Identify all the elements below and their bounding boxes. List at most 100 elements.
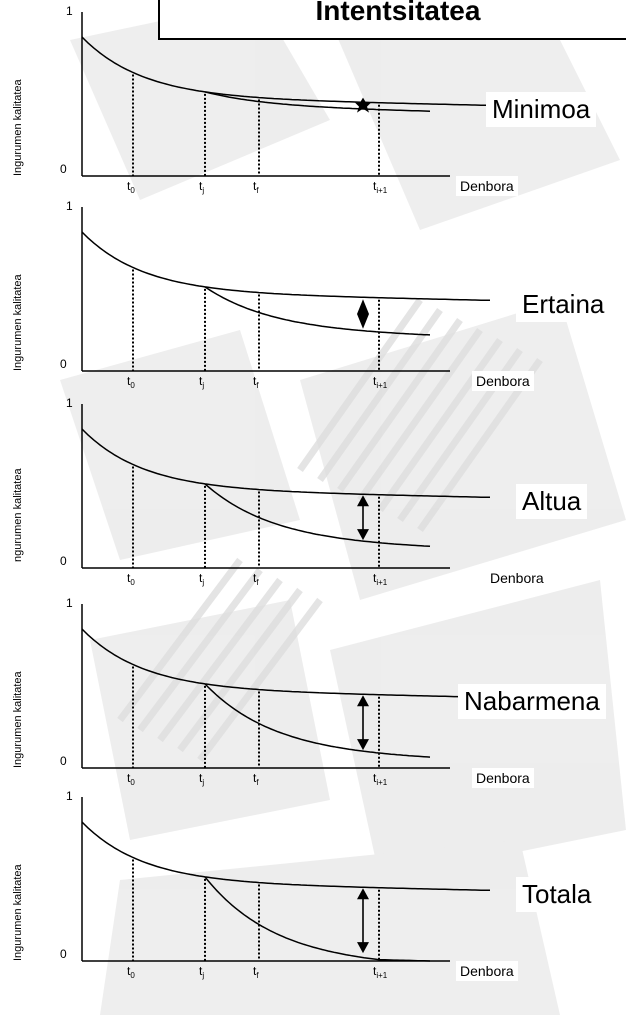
time-label-subscript: j — [202, 578, 205, 587]
x-axis-label: Denbora — [456, 176, 518, 196]
baseline-quality-curve — [81, 628, 490, 699]
time-label-base: t — [373, 179, 377, 193]
panel-plot — [81, 12, 490, 177]
time-label-base: t — [199, 374, 203, 388]
y-tick-min: 0 — [60, 947, 67, 961]
time-label-base: t — [373, 374, 377, 388]
impact-panel-1: Ingurumen kalitatea 1 0 t0 tj tf ti+1 Denbora Mi… — [0, 0, 626, 196]
y-tick-max: 1 — [66, 596, 73, 610]
baseline-quality-curve — [81, 231, 490, 302]
time-label-subscript: 0 — [130, 186, 135, 195]
x-axis-label: Denbora — [472, 768, 534, 788]
time-label-base: t — [199, 179, 203, 193]
time-label-base: t — [253, 964, 257, 978]
time-label-2: tj — [199, 771, 204, 787]
arrow-up-icon — [357, 695, 369, 707]
time-label-base: t — [253, 179, 257, 193]
intensity-label: Ertaina — [516, 287, 611, 322]
impact-panel-4: Ingurumen kalitatea 1 0 t0 tj tf ti+1 Denbora Na… — [0, 592, 626, 788]
time-label-subscript: j — [202, 381, 205, 390]
arrow-down-icon — [357, 529, 369, 541]
time-label-3: tf — [253, 179, 259, 195]
time-label-base: t — [127, 571, 131, 585]
time-label-subscript: i+1 — [376, 778, 388, 787]
time-label-subscript: i+1 — [376, 186, 388, 195]
time-label-4: ti+1 — [373, 964, 387, 980]
time-label-1: t0 — [127, 964, 135, 980]
time-label-subscript: f — [256, 186, 259, 195]
time-label-1: t0 — [127, 179, 135, 195]
y-tick-min: 0 — [60, 162, 67, 176]
time-label-4: ti+1 — [373, 571, 387, 587]
time-label-1: t0 — [127, 571, 135, 587]
panel-plot — [81, 797, 490, 962]
time-label-base: t — [127, 964, 131, 978]
time-label-subscript: 0 — [130, 578, 135, 587]
time-label-subscript: f — [256, 578, 259, 587]
panel-plot — [81, 404, 490, 569]
time-label-subscript: 0 — [130, 971, 135, 980]
time-label-1: t0 — [127, 374, 135, 390]
impacted-quality-curve — [204, 483, 431, 548]
y-axis-label: Ingurumen kalitatea — [12, 864, 24, 961]
time-label-base: t — [373, 771, 377, 785]
time-label-base: t — [127, 179, 131, 193]
time-label-4: ti+1 — [373, 179, 387, 195]
time-label-3: tf — [253, 571, 259, 587]
time-label-base: t — [253, 374, 257, 388]
time-label-1: t0 — [127, 771, 135, 787]
y-tick-min: 0 — [60, 554, 67, 568]
y-tick-max: 1 — [66, 4, 73, 18]
time-label-subscript: j — [202, 971, 205, 980]
time-label-3: tf — [253, 374, 259, 390]
intensity-label: Nabarmena — [458, 684, 606, 719]
arrow-down-icon — [357, 942, 369, 954]
time-label-subscript: 0 — [130, 381, 135, 390]
x-axis-label: Denbora — [472, 371, 534, 391]
intensity-label: Totala — [516, 877, 598, 912]
intensity-label: Altua — [516, 484, 588, 519]
impact-panel-2: Ingurumen kalitatea 1 0 t0 tj tf ti+1 Denbora Er… — [0, 195, 626, 391]
y-tick-min: 0 — [60, 754, 67, 768]
baseline-quality-curve — [81, 821, 490, 892]
time-label-subscript: i+1 — [376, 381, 388, 390]
impacted-quality-curve — [204, 91, 431, 112]
x-axis-label: Denbora — [456, 961, 518, 981]
impact-marker-diamond-icon — [357, 299, 369, 329]
time-label-subscript: i+1 — [376, 578, 388, 587]
y-tick-max: 1 — [66, 199, 73, 213]
intensity-label: Minimoa — [486, 92, 597, 127]
time-label-3: tf — [253, 964, 259, 980]
time-label-base: t — [199, 571, 203, 585]
panel-plot — [81, 207, 490, 372]
impacted-quality-curve — [204, 876, 431, 962]
y-axis-label: Ingurumen kalitatea — [12, 274, 24, 371]
time-label-base: t — [373, 571, 377, 585]
y-axis-label: Ingurumen kalitatea — [12, 79, 24, 176]
y-axis-label: ngurumen kalitatea — [12, 468, 24, 562]
y-tick-max: 1 — [66, 789, 73, 803]
time-label-base: t — [373, 964, 377, 978]
time-label-subscript: j — [202, 778, 205, 787]
time-label-subscript: j — [202, 186, 205, 195]
title: Intentsitatea — [315, 0, 481, 26]
time-label-base: t — [253, 571, 257, 585]
impacted-quality-curve — [204, 683, 431, 758]
y-axis-label: Ingurumen kalitatea — [12, 671, 24, 768]
baseline-quality-curve — [81, 36, 490, 107]
arrow-up-icon — [357, 495, 369, 507]
impact-panel-3: ngurumen kalitatea 1 0 t0 tj tf ti+1 Denbora Alt… — [0, 392, 626, 588]
time-label-subscript: f — [256, 971, 259, 980]
time-label-2: tj — [199, 179, 204, 195]
time-label-2: tj — [199, 571, 204, 587]
time-label-subscript: i+1 — [376, 971, 388, 980]
arrow-down-icon — [357, 739, 369, 751]
time-label-4: ti+1 — [373, 771, 387, 787]
impacted-quality-curve — [204, 286, 431, 336]
baseline-quality-curve — [81, 428, 490, 499]
impact-marker-star-icon — [355, 97, 371, 113]
time-label-subscript: f — [256, 778, 259, 787]
time-label-3: tf — [253, 771, 259, 787]
panel-plot — [81, 604, 490, 769]
